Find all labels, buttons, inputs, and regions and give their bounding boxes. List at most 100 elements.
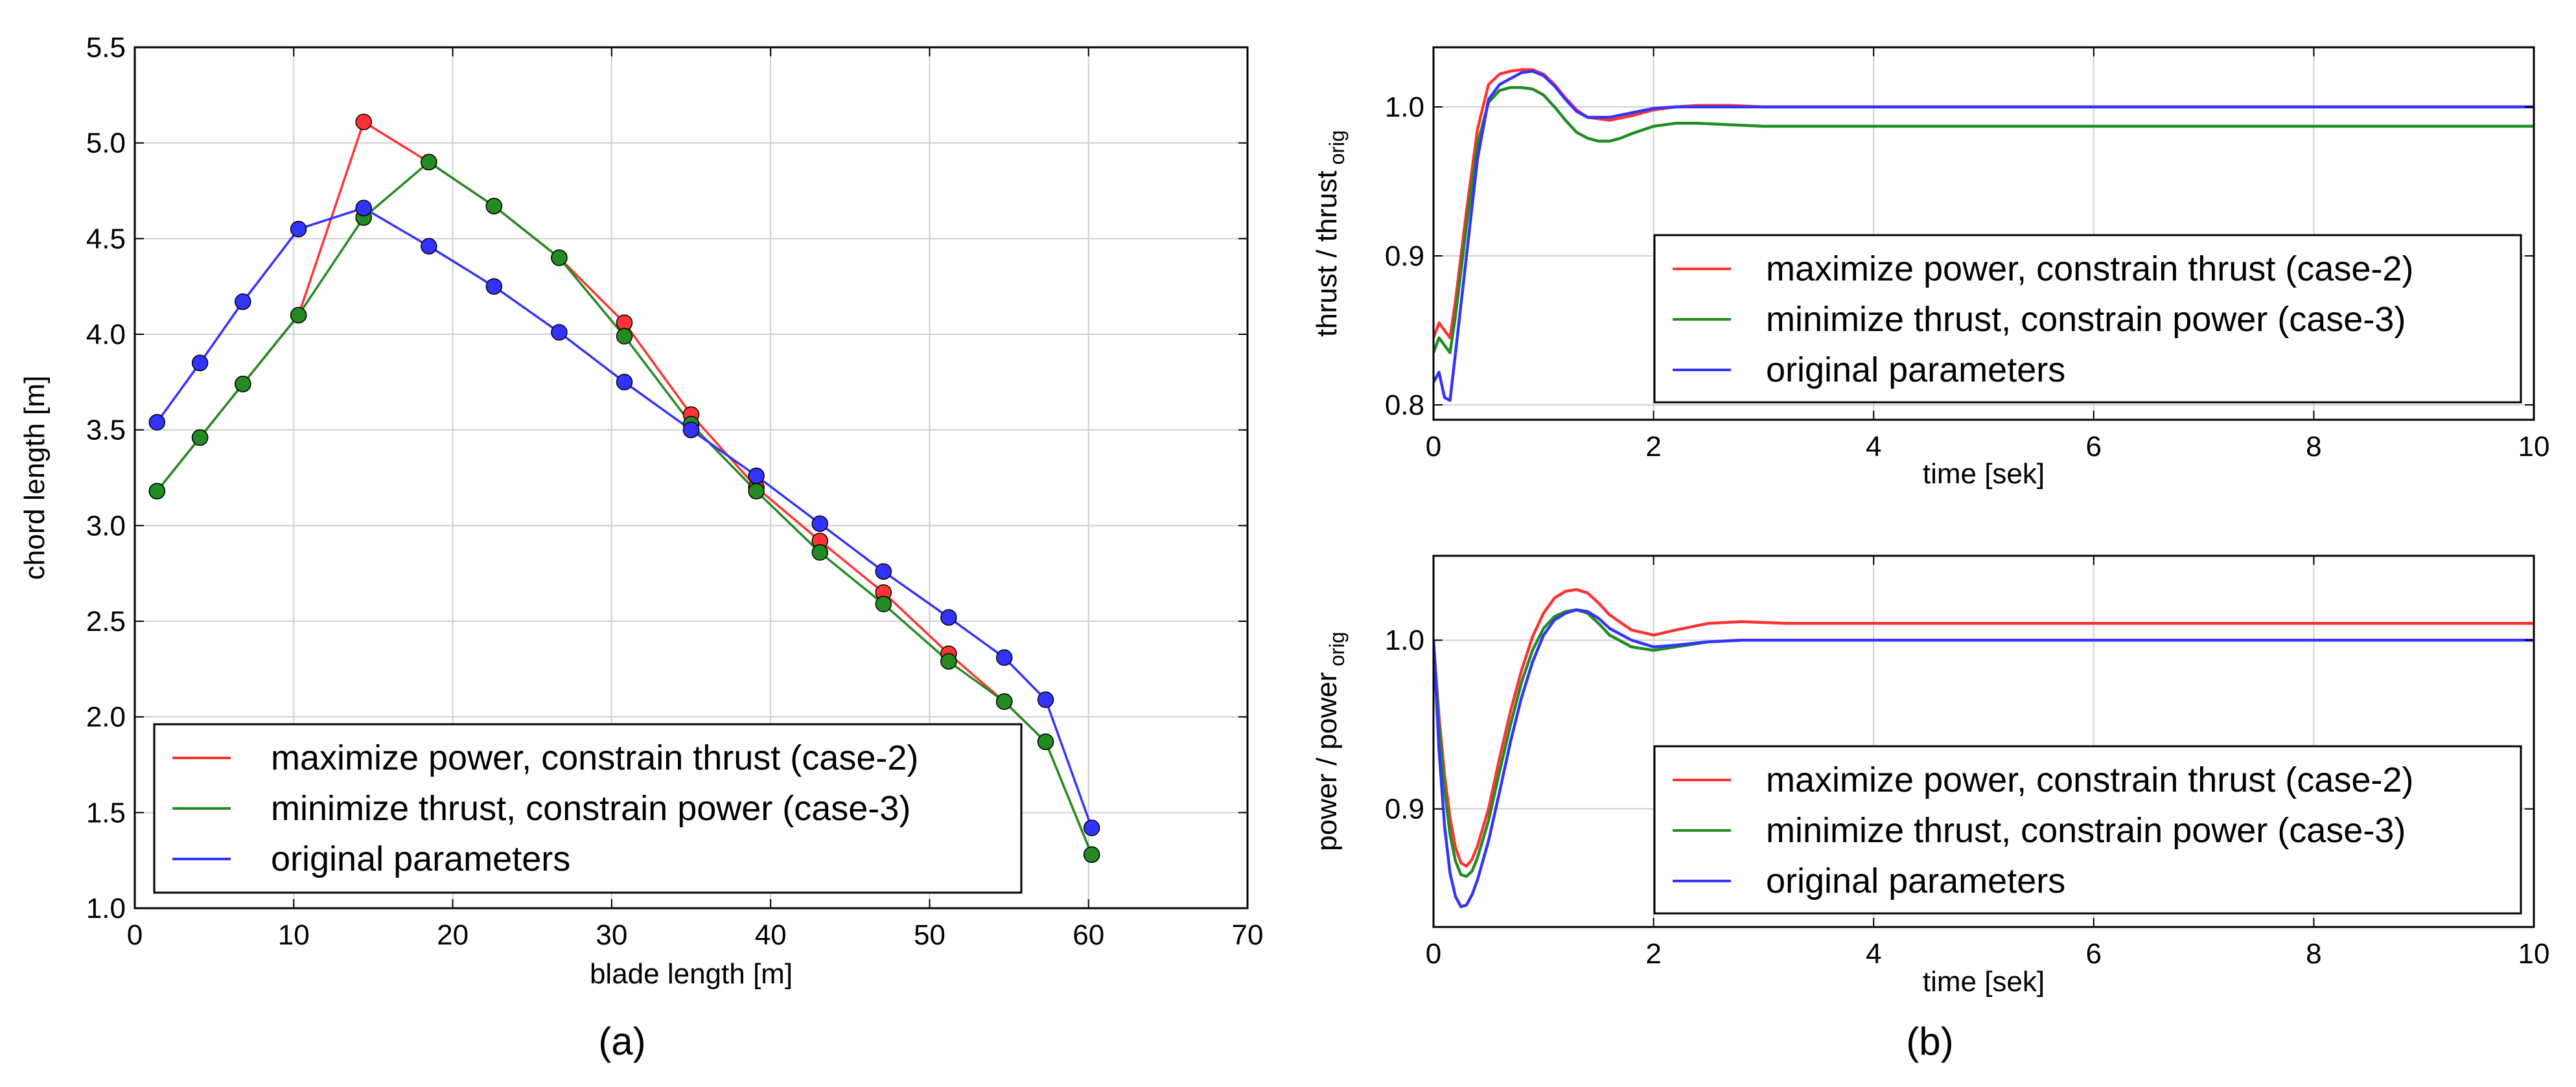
y-tick-label: 0.9	[1385, 794, 1424, 825]
legend-label-3: original parameters	[1766, 350, 2065, 389]
x-axis-label: time [sek]	[1923, 458, 2045, 490]
x-tick-label: 40	[755, 919, 787, 951]
panel-a-chord-length: 0 10 20 30 40 50 60 70 1.0 1.5 2.0 2.5 3.0 3.5 4.0 4.5 5…	[19, 32, 1263, 990]
y-tick-label: 4.5	[86, 223, 126, 255]
y-axis-label: chord length [m]	[19, 376, 51, 580]
x-tick-label: 4	[1866, 431, 1881, 463]
x-tick-label: 2	[1645, 431, 1661, 463]
legend-label-3: original parameters	[1766, 862, 2065, 900]
y-tick-label: 5.0	[86, 128, 126, 159]
data-point-series-2	[616, 328, 633, 345]
data-point-series-3	[485, 278, 503, 295]
data-point-series-3	[940, 609, 957, 626]
data-point-series-2	[191, 429, 209, 446]
data-point-series-3	[355, 200, 372, 216]
data-point-series-2	[421, 154, 437, 170]
data-point-series-3	[148, 414, 166, 431]
legend-box	[1653, 745, 2522, 915]
legend-label-1: maximize power, constrain thrust (case-2…	[271, 738, 918, 777]
data-point-series-2	[290, 306, 307, 324]
legend-label-2: minimize thrust, constrain power (case-3…	[1766, 811, 2406, 850]
plot-frame	[133, 46, 1249, 910]
y-tick-label: 3.5	[86, 415, 126, 446]
data-point-series-2	[148, 483, 166, 499]
y-tick-label: 0.8	[1385, 389, 1424, 421]
x-tick-label: 70	[1232, 919, 1264, 951]
x-tick-label: 6	[2086, 938, 2102, 970]
series-line-2	[1433, 86, 2534, 354]
y-tick-label: 1.0	[1385, 91, 1424, 123]
data-point-series-2	[1037, 733, 1054, 750]
data-point-series-1	[355, 113, 372, 130]
caption-a: (a)	[598, 1020, 645, 1063]
panel-b-power-ratio: 0 2 4 6 8 10 0.9 1.0 time [sek] power / power ori…	[1311, 555, 2550, 998]
series-line-3	[1433, 608, 2534, 908]
x-tick-label: 2	[1645, 938, 1661, 970]
x-axis-label: time [sek]	[1923, 966, 2045, 998]
data-point-series-3	[421, 238, 437, 255]
legend: maximize power, constrain thrust (case-2…	[153, 723, 1023, 894]
y-tick-label: 4.0	[86, 319, 126, 350]
y-tick-label: 2.5	[86, 606, 126, 637]
y-axis-label-subscript: orig	[1325, 632, 1349, 672]
legend-box	[153, 723, 1023, 894]
caption-b: (b)	[1906, 1020, 1953, 1063]
series-line-1	[1433, 588, 2534, 868]
x-tick-label: 10	[2518, 938, 2550, 970]
legend-label-2: minimize thrust, constrain power (case-3…	[1766, 300, 2406, 339]
y-tick-label: 1.0	[1385, 624, 1424, 656]
x-tick-label: 30	[596, 919, 627, 951]
data-point-series-2	[748, 483, 765, 499]
data-point-series-2	[940, 653, 957, 670]
x-tick-label: 0	[127, 919, 143, 951]
data-point-series-3	[811, 515, 828, 532]
y-tick-label: 2.0	[86, 702, 126, 733]
legend-label-2: minimize thrust, constrain power (case-3…	[271, 789, 911, 828]
x-tick-label: 6	[2086, 431, 2102, 463]
x-tick-label: 8	[2306, 431, 2321, 463]
x-tick-label: 0	[1426, 938, 1441, 970]
x-tick-label: 20	[437, 919, 469, 951]
data-point-series-2	[811, 544, 828, 561]
y-axis-label-subscript: orig	[1325, 130, 1349, 170]
y-tick-label: 1.0	[86, 893, 126, 924]
x-tick-label: 50	[914, 919, 946, 951]
y-tick-label: 3.0	[86, 510, 126, 542]
data-point-series-3	[235, 293, 251, 310]
x-axis-label: blade length [m]	[590, 958, 793, 990]
x-tick-label: 0	[1426, 431, 1441, 463]
data-point-series-3	[748, 467, 765, 485]
legend: maximize power, constrain thrust (case-2…	[1653, 234, 2522, 404]
y-axis-label: power / power orig	[1311, 632, 1349, 851]
panel-b-thrust-ratio: 0 2 4 6 8 10 0.8 0.9 1.0 time [sek] thrust / thrus…	[1311, 46, 2550, 490]
data-point-series-2	[235, 376, 251, 393]
data-point-series-3	[290, 220, 307, 238]
legend: maximize power, constrain thrust (case-2…	[1653, 745, 2522, 915]
legend-label-3: original parameters	[271, 840, 570, 878]
y-tick-label: 5.5	[86, 32, 126, 63]
legend-label-1: maximize power, constrain thrust (case-2…	[1766, 761, 2413, 799]
series-line-3	[1433, 69, 2534, 402]
y-tick-label: 0.9	[1385, 240, 1424, 272]
data-point-series-3	[1037, 691, 1054, 708]
data-point-series-2	[995, 693, 1013, 710]
data-point-series-3	[551, 324, 568, 341]
data-point-series-3	[995, 649, 1013, 666]
legend-box	[1653, 234, 2522, 404]
data-point-series-2	[1083, 846, 1100, 864]
y-axis-label: thrust / thrust orig	[1311, 130, 1349, 337]
data-point-series-3	[682, 421, 700, 439]
x-tick-label: 60	[1073, 919, 1104, 951]
data-point-series-3	[1083, 819, 1100, 836]
data-point-series-3	[191, 354, 209, 372]
plot-frame	[1432, 555, 2535, 928]
plot-frame	[1432, 46, 2535, 421]
data-point-series-2	[485, 198, 503, 214]
x-tick-label: 8	[2306, 938, 2321, 970]
x-tick-label: 4	[1866, 938, 1881, 970]
x-tick-label: 10	[2518, 431, 2550, 463]
data-point-series-3	[616, 374, 633, 391]
data-point-series-2	[551, 249, 568, 266]
data-point-series-3	[875, 563, 892, 580]
legend-label-1: maximize power, constrain thrust (case-2…	[1766, 249, 2413, 288]
